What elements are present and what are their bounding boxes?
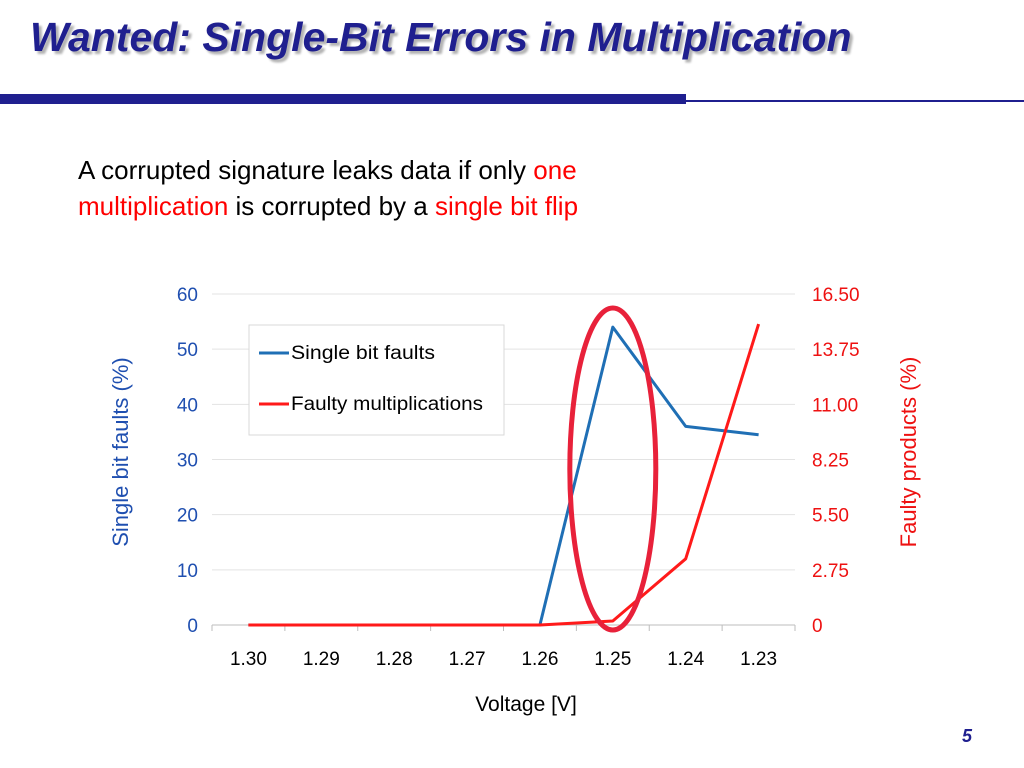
- y-tick-label: 30: [177, 451, 198, 472]
- title-underline: [0, 94, 686, 104]
- y-tick-label: 20: [177, 506, 198, 527]
- y-tick-label: 10: [177, 561, 198, 582]
- subtitle-highlight-bit-flip: single bit flip: [434, 191, 579, 221]
- y-axis-title: Single bit faults (%): [108, 357, 133, 547]
- subtitle-text-1: A corrupted signature leaks data if only: [78, 155, 534, 185]
- legend-label: Single bit faults: [291, 343, 435, 364]
- x-axis-title: Voltage [V]: [475, 693, 577, 716]
- slide-title: Wanted: Single-Bit Errors in Multiplicat…: [30, 14, 852, 60]
- subtitle-highlight-multiplication: multiplication: [78, 191, 229, 221]
- y-tick-label: 50: [177, 340, 198, 361]
- title-underline-thin: [686, 100, 1024, 102]
- x-tick-label: 1.27: [449, 649, 486, 670]
- x-tick-label: 1.25: [594, 649, 631, 670]
- y2-tick-label: 11.00: [812, 395, 858, 416]
- x-tick-label: 1.23: [740, 649, 777, 670]
- y2-tick-label: 8.25: [812, 451, 849, 472]
- highlight-ellipse: [567, 305, 659, 633]
- page-number: 5: [961, 726, 972, 746]
- x-tick-label: 1.28: [376, 649, 413, 670]
- y2-tick-label: 13.75: [812, 340, 860, 361]
- x-tick-label: 1.24: [667, 649, 704, 670]
- series-line-faulty-multiplications: [248, 323, 761, 627]
- y-tick-label: 0: [187, 616, 198, 637]
- legend-label: Faulty multiplications: [291, 394, 483, 415]
- y2-tick-label: 0: [812, 616, 823, 637]
- y-tick-label: 40: [177, 395, 198, 416]
- y-tick-label: 60: [177, 285, 198, 306]
- x-tick-label: 1.26: [521, 649, 558, 670]
- subtitle-highlight-one: one: [533, 155, 577, 185]
- legend-box: [248, 324, 505, 436]
- subtitle: A corrupted signature leaks data if only…: [78, 152, 778, 224]
- subtitle-text-2: is corrupted by a: [228, 191, 435, 221]
- y2-axis-title: Faulty products (%): [896, 357, 921, 548]
- y2-tick-label: 16.50: [812, 285, 860, 306]
- y2-tick-label: 5.50: [812, 506, 849, 527]
- x-tick-label: 1.30: [230, 649, 267, 670]
- x-tick-label: 1.29: [303, 649, 340, 670]
- y2-tick-label: 2.75: [812, 561, 849, 582]
